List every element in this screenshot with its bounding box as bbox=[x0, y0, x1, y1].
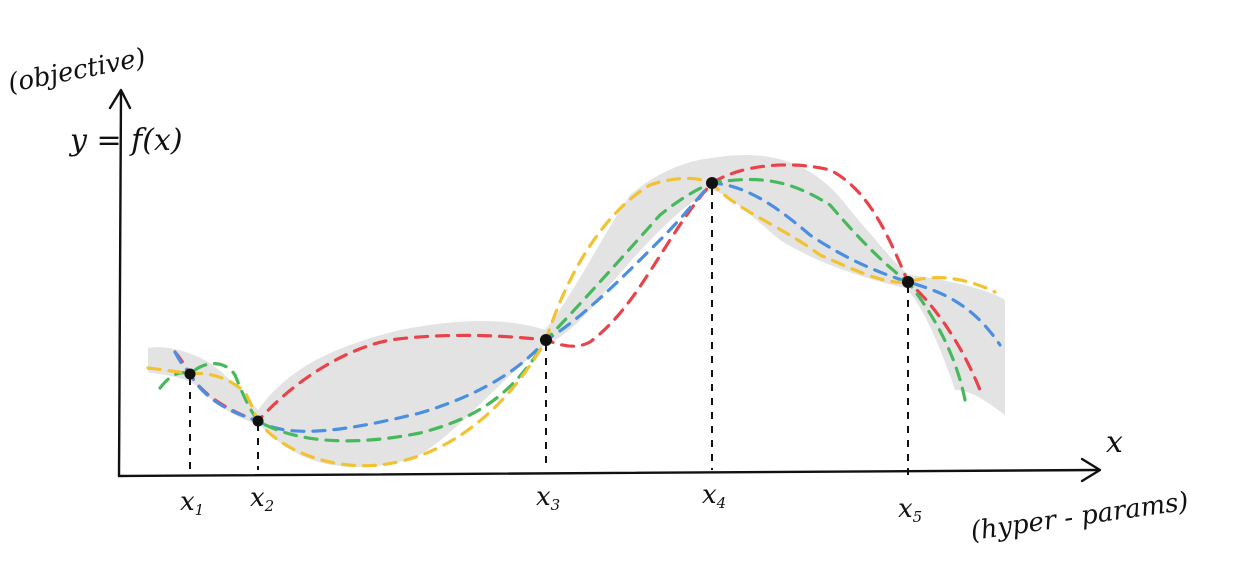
point-label-x3: x3 bbox=[536, 482, 560, 514]
point-label-x1: x1 bbox=[180, 487, 204, 519]
x-axis-arrowhead bbox=[1080, 457, 1102, 483]
x-axis-paren-label: (hyper - params) bbox=[969, 487, 1191, 547]
sample-function-blue bbox=[173, 181, 1002, 433]
sample-function-yellow bbox=[146, 176, 997, 468]
point-label-x5: x5 bbox=[898, 494, 922, 526]
axes bbox=[108, 88, 1102, 483]
observation-dot-x5 bbox=[902, 276, 914, 288]
uncertainty-band bbox=[148, 154, 1005, 468]
observation-dot-x3 bbox=[540, 334, 552, 346]
uncertainty-band-area bbox=[148, 154, 1005, 468]
observation-guides bbox=[189, 188, 909, 478]
point-label-x4: x4 bbox=[702, 480, 726, 512]
observation-dot-x2 bbox=[252, 415, 264, 427]
sample-function-green bbox=[158, 177, 967, 443]
point-labels: x1 x2 x3 x4 x5 bbox=[180, 480, 922, 526]
sample-functions bbox=[146, 163, 1002, 468]
x-axis bbox=[117, 468, 1100, 478]
y-axis bbox=[117, 90, 123, 478]
x-axis-variable-label: x bbox=[1106, 425, 1123, 460]
y-axis-equation-label: y = f(x) bbox=[68, 123, 183, 158]
observations bbox=[184, 177, 914, 427]
observation-dot-x1 bbox=[184, 368, 196, 380]
observation-dot-x4 bbox=[706, 177, 718, 189]
y-axis-paren-label: (objective) bbox=[6, 43, 149, 99]
point-label-x2: x2 bbox=[250, 483, 274, 515]
y-axis-arrowhead bbox=[108, 88, 132, 110]
